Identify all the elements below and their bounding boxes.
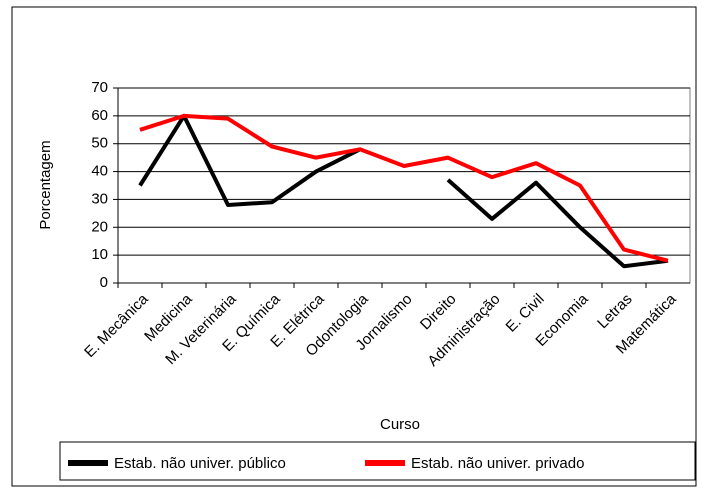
- legend-label: Estab. não univer. privado: [411, 455, 584, 472]
- y-axis-title: Porcentagem: [37, 140, 54, 229]
- y-tick-label: 0: [100, 274, 108, 291]
- series-line: [138, 113, 669, 269]
- y-tick-label: 50: [91, 135, 108, 152]
- legend-label: Estab. não univer. público: [114, 455, 286, 472]
- y-tick-label: 10: [91, 246, 108, 263]
- x-axis-title: Curso: [380, 416, 420, 433]
- y-tick-label: 60: [91, 107, 108, 124]
- series-line: [139, 113, 669, 263]
- y-tick-label: 70: [91, 79, 108, 96]
- y-tick-label: 40: [91, 163, 108, 180]
- y-tick-label: 20: [91, 218, 108, 235]
- plot-area: [117, 87, 691, 284]
- y-tick-label: 30: [91, 190, 108, 207]
